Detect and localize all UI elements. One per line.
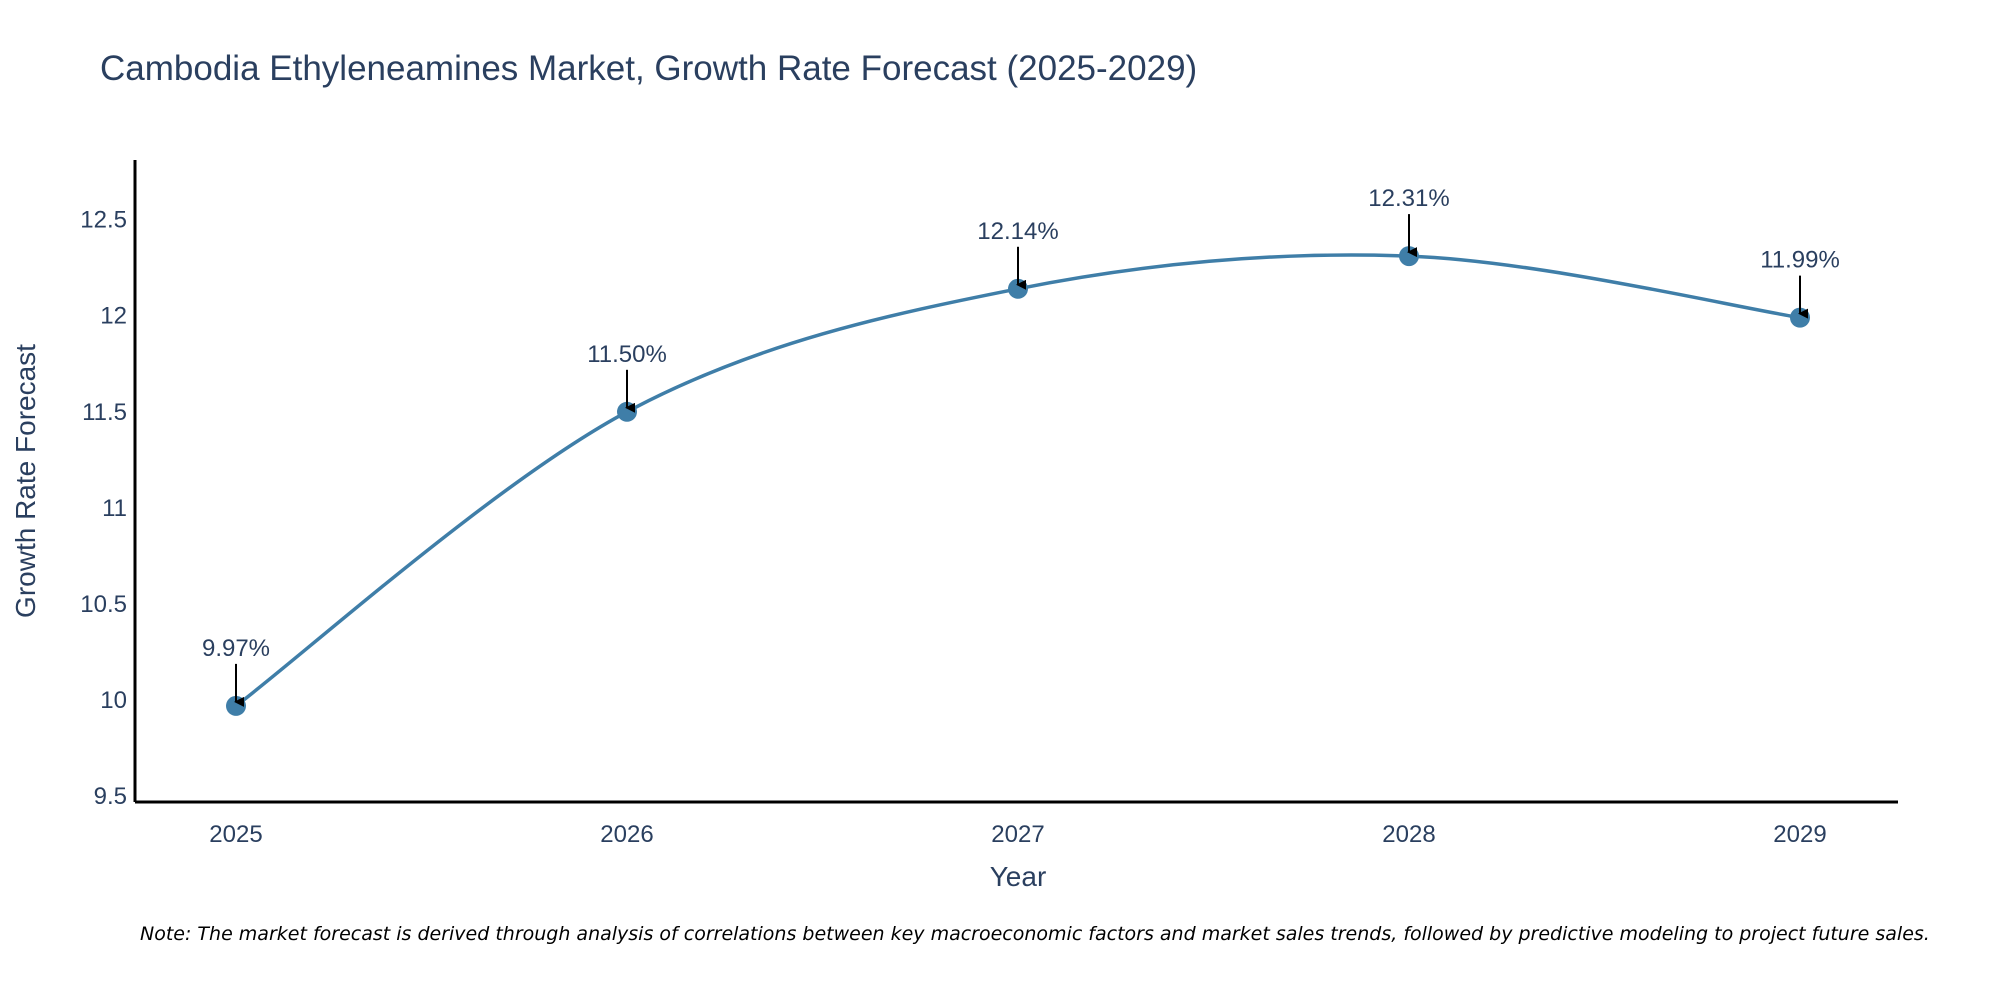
- x-tick-label: 2025: [209, 821, 262, 848]
- x-axis-title: Year: [990, 861, 1047, 892]
- y-axis-title: Growth Rate Forecast: [10, 344, 41, 618]
- x-tick-label: 2029: [1773, 821, 1826, 848]
- chart-title: Cambodia Ethyleneamines Market, Growth R…: [100, 49, 1197, 88]
- x-tick-label: 2026: [600, 821, 653, 848]
- x-tick-label: 2028: [1382, 821, 1435, 848]
- axes: [133, 160, 1898, 804]
- y-tick-label: 12: [100, 303, 127, 330]
- footnote: Note: The market forecast is derived thr…: [140, 923, 1930, 945]
- y-tick-label: 12.5: [80, 207, 127, 234]
- data-label-2026: 11.50%: [587, 341, 667, 368]
- y-tick-label: 11.5: [82, 399, 127, 426]
- data-label-2025: 9.97%: [202, 635, 270, 662]
- data-label-2027: 12.14%: [977, 218, 1058, 245]
- y-tick-label: 9.5: [94, 783, 127, 810]
- data-label-2028: 12.31%: [1368, 185, 1449, 212]
- x-tick-labels: 2025 2026 2027 2028 2029: [209, 821, 1826, 848]
- y-tick-label: 10: [100, 687, 127, 714]
- y-tick-label: 11: [102, 495, 127, 522]
- data-label-2029: 11.99%: [1760, 247, 1840, 274]
- y-tick-label: 10.5: [80, 591, 127, 618]
- data-annotations: 9.97% 11.50% 12.14% 12.31% 11.99%: [202, 185, 1840, 707]
- x-tick-label: 2027: [991, 821, 1044, 848]
- data-points: [226, 246, 1810, 716]
- y-tick-labels: 9.5 10 10.5 11 11.5 12 12.5: [80, 207, 127, 811]
- series-line: [234, 253, 1801, 708]
